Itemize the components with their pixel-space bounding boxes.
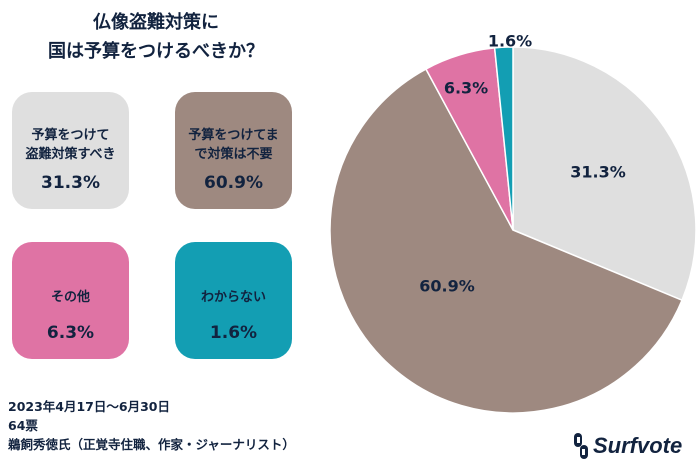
slice-data-label: 1.6% (488, 32, 532, 51)
legend-card-label-line: で対策は不要 (194, 147, 273, 162)
surfvote-logo-text: Surfvote (593, 433, 683, 458)
legend-card-label-line: わからない (200, 290, 266, 305)
legend-card-label-line: 予算をつけて (31, 128, 110, 143)
pie-slice (493, 46, 514, 231)
title-line-1: 仏像盗難対策に (93, 12, 219, 33)
legend-card-label: 予算をつけてま で対策は不要 (175, 126, 292, 164)
title-line-2: 国は予算をつけるべきか？ (48, 41, 264, 62)
legend-card-label-line: 予算をつけてま (188, 128, 279, 143)
slice-data-label: 6.3% (444, 79, 488, 98)
surfvote-logo: Surfvote (572, 432, 682, 460)
legend-card-label-line: 盗難対策すべき (25, 147, 116, 162)
chart-title: 仏像盗難対策に 国は予算をつけるべきか？ (20, 8, 292, 66)
surfvote-logo-icon (574, 433, 588, 459)
legend-card-unknown: わからない 1.6% (175, 242, 292, 359)
legend-card-percent: 6.3% (46, 323, 95, 343)
legend-card-other: その他 6.3% (12, 242, 129, 359)
survey-period: 2023年4月17日～6月30日 (8, 399, 170, 414)
legend-card-prefer-budget: 予算をつけて 盗難対策すべき 31.3% (12, 92, 129, 209)
author-credit: 鵜飼秀徳氏（正覚寺住職、作家・ジャーナリスト） (8, 437, 295, 452)
slice-data-label: 60.9% (419, 277, 475, 296)
slice-data-label: 31.3% (570, 163, 626, 182)
vote-count: 64票 (8, 418, 38, 433)
legend-card-label: 予算をつけて 盗難対策すべき (12, 126, 129, 164)
legend-card-percent: 60.9% (204, 173, 263, 193)
legend-card-label-line: その他 (50, 290, 90, 305)
legend-card-label: その他 (12, 288, 129, 307)
pie-slice (329, 68, 683, 414)
legend-card-percent: 1.6% (209, 323, 258, 343)
legend-card-label: わからない (175, 288, 292, 307)
legend-card-percent: 31.3% (41, 173, 100, 193)
pie-slice (512, 46, 697, 302)
legend-card-no-budget: 予算をつけてま で対策は不要 60.9% (175, 92, 292, 209)
